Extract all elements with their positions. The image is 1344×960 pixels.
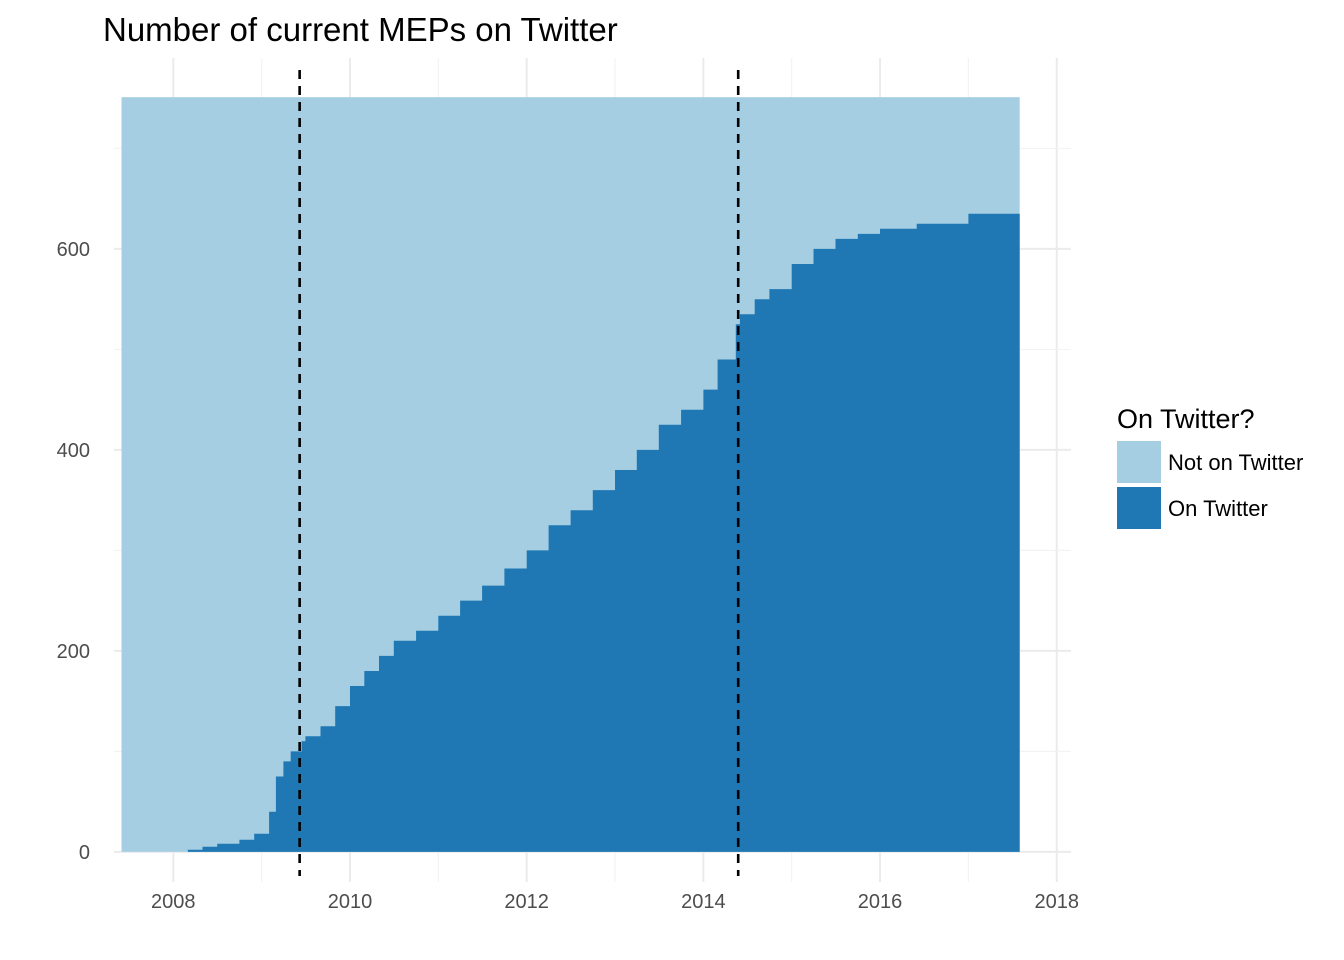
x-tick-label: 2008 (151, 891, 196, 913)
x-tick-label: 2016 (858, 891, 903, 913)
y-tick-label: 0 (79, 842, 90, 864)
reference-lines (298, 70, 740, 876)
legend-swatch-not-on-twitter (1117, 441, 1161, 483)
x-axis: 2008 2010 2012 2014 2016 2018 (151, 891, 1079, 913)
y-tick-label: 600 (57, 239, 90, 261)
legend-label-not-on-twitter: Not on Twitter (1168, 450, 1303, 475)
y-tick-label: 200 (57, 641, 90, 663)
legend-swatch-on-twitter (1117, 487, 1161, 529)
legend-title: On Twitter? (1117, 404, 1255, 434)
x-tick-label: 2012 (504, 891, 549, 913)
legend: On Twitter? Not on Twitter On Twitter (1117, 404, 1303, 529)
chart-title: Number of current MEPs on Twitter (103, 11, 618, 48)
x-tick-label: 2010 (328, 891, 373, 913)
area-on-twitter (121, 203, 1020, 852)
plot-areas (121, 97, 1020, 852)
y-tick-label: 400 (57, 440, 90, 462)
legend-label-on-twitter: On Twitter (1168, 496, 1268, 521)
x-tick-label: 2018 (1034, 891, 1079, 913)
y-axis: 0 200 400 600 (57, 239, 90, 864)
x-tick-label: 2014 (681, 891, 726, 913)
